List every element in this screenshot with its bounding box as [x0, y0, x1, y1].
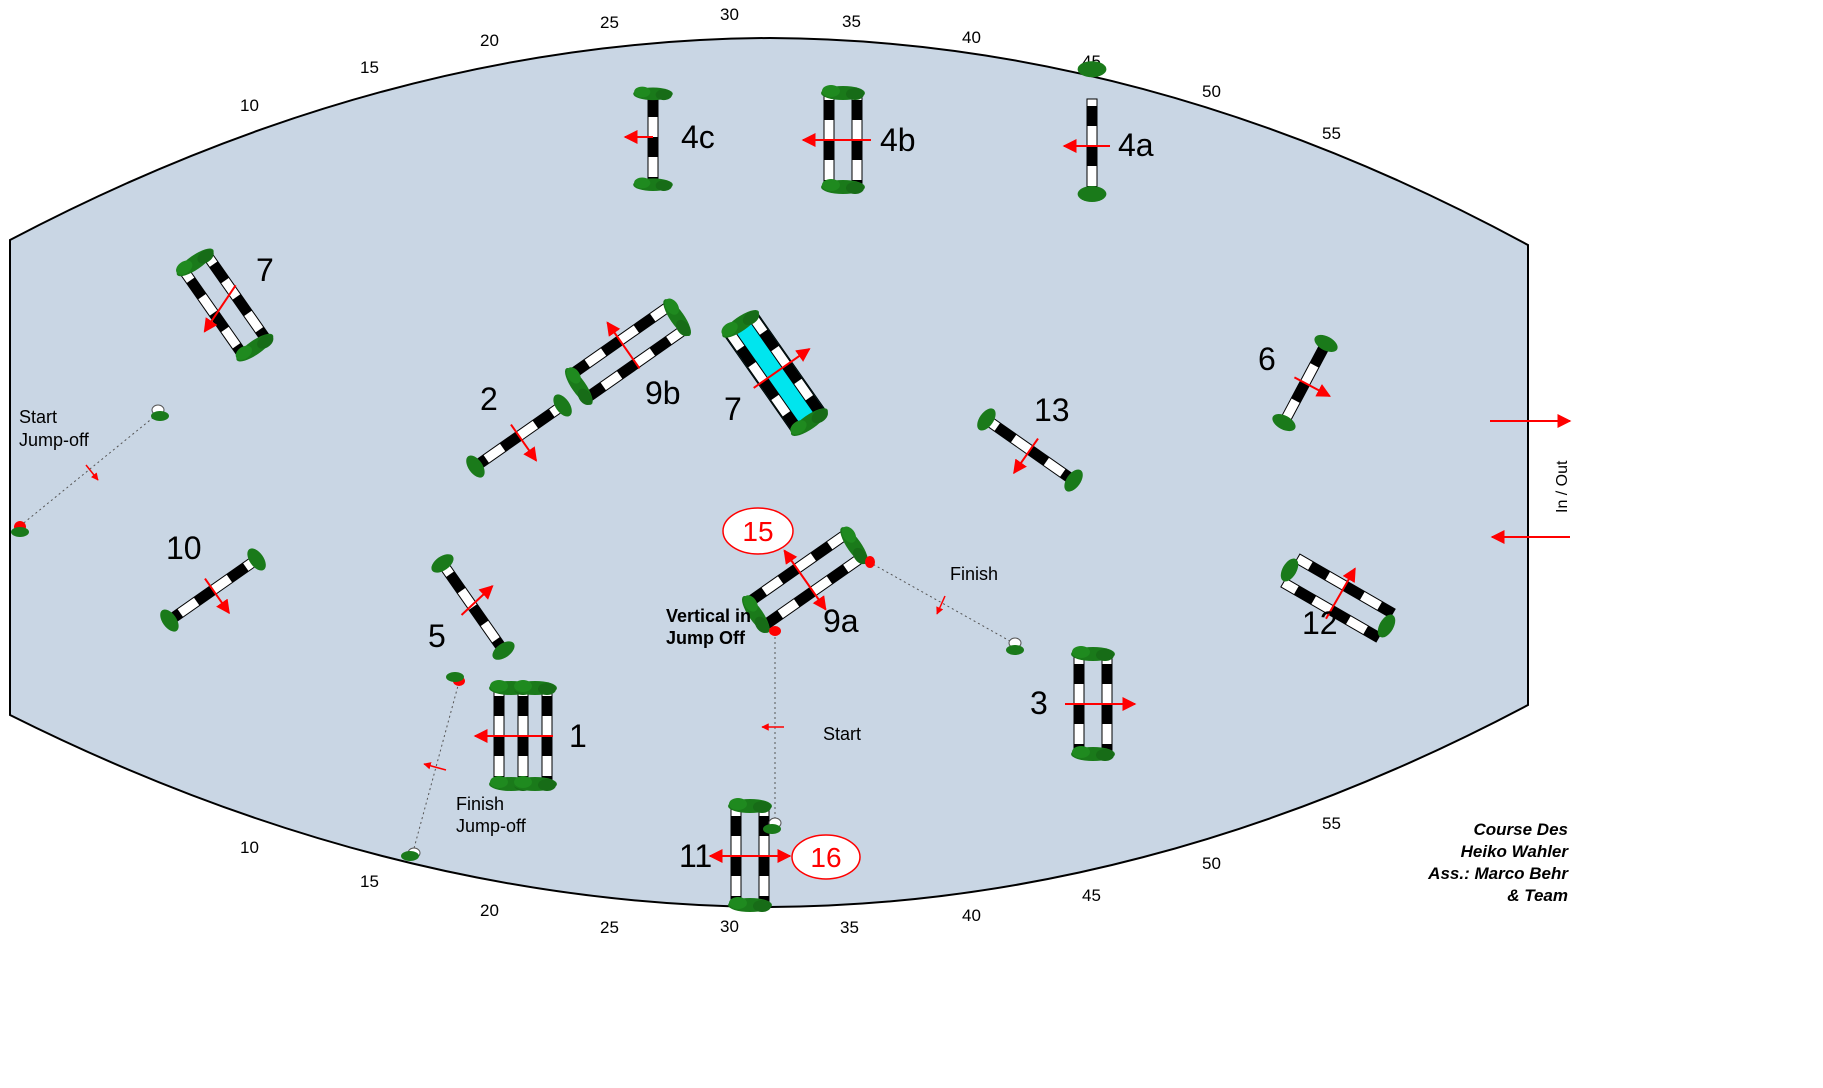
course-credits: Course Des Heiko Wahler Ass.: Marco Behr… — [1427, 820, 1569, 905]
badge-15-label: 15 — [742, 516, 773, 547]
scale-top-20: 20 — [480, 31, 499, 50]
fence-5 — [172, 243, 277, 366]
fence-10 — [156, 545, 270, 635]
scale-bottom-10: 10 — [240, 838, 259, 857]
fence-7 — [717, 304, 832, 441]
scale-bottom-30: 30 — [720, 917, 739, 936]
scale-bottom-15: 15 — [360, 872, 379, 891]
fence-label-7: 7 — [724, 391, 742, 427]
fence-12-arrow — [1325, 567, 1356, 620]
fence-label-4a: 4a — [1118, 127, 1154, 163]
fence-label-6: 5 — [428, 618, 446, 654]
fence-label-9a: 9a — [823, 603, 859, 639]
fence-12 — [1277, 553, 1399, 643]
scale-bottom-35: 35 — [840, 918, 859, 937]
scale-top-25: 25 — [600, 13, 619, 32]
vertical-jumpoff-line1: Vertical in — [666, 606, 751, 626]
start-jumpoff-line1: Start — [19, 407, 57, 427]
fence-9a — [737, 522, 874, 637]
scale-top-40: 40 — [962, 28, 981, 47]
fence-label-3: 3 — [1030, 685, 1048, 721]
scale-bottom-25: 25 — [600, 918, 619, 937]
vertical-jumpoff-line2: Jump Off — [666, 628, 746, 648]
fence-9a-arrow — [783, 549, 827, 611]
badge-16-label: 16 — [810, 842, 841, 873]
start-jumpoff-line2: Jump-off — [19, 430, 90, 450]
bottom-scale: 10 15 20 25 30 35 40 45 50 55 — [240, 814, 1341, 937]
credit-line3: Ass.: Marco Behr — [1427, 864, 1569, 883]
scale-bottom-40: 40 — [962, 906, 981, 925]
scale-top-50: 50 — [1202, 82, 1221, 101]
fence-label-5: 7 — [256, 252, 274, 288]
start-finish-lines — [11, 404, 1024, 861]
fence-4b — [801, 85, 871, 194]
credit-line1: Course Des — [1474, 820, 1568, 839]
fence-7-arrow — [753, 348, 811, 389]
fence-8-arrow — [1293, 376, 1331, 398]
arena-outline — [9, 36, 1529, 909]
credit-line2: Heiko Wahler — [1461, 842, 1570, 861]
fence-label-1: 1 — [569, 718, 587, 754]
fence-label-13: 13 — [1034, 392, 1070, 428]
scale-top-55: 55 — [1322, 124, 1341, 143]
fence-11 — [708, 798, 792, 912]
fence-1 — [473, 680, 557, 791]
fence-label-8: 6 — [1258, 341, 1276, 377]
fence-4a — [1062, 61, 1110, 202]
fence-label-9b: 9b — [645, 375, 681, 411]
entrance: In / Out — [1490, 414, 1572, 544]
finish-jumpoff-line2: Jump-off — [456, 816, 527, 836]
fence-label-4c: 4c — [681, 119, 715, 155]
credit-line4: & Team — [1507, 886, 1568, 905]
fence-6-arrow — [460, 585, 494, 616]
fence-label-10: 10 — [166, 530, 202, 566]
fence-label-4b: 4b — [880, 122, 916, 158]
fence-5-arrow — [203, 284, 237, 333]
start-label: Start — [823, 724, 861, 744]
fence-label-2: 2 — [480, 381, 498, 417]
finish-jumpoff-line1: Finish — [456, 794, 504, 814]
fence-label-12: 12 — [1302, 605, 1338, 641]
badge-16: 16 — [791, 834, 861, 880]
fence-10-arrow — [204, 577, 230, 615]
fence-label-11: 11 — [679, 838, 712, 874]
fence-9b-arrow — [606, 321, 641, 369]
finish-label: Finish — [950, 564, 998, 584]
finish-flag-red — [865, 556, 875, 568]
fence-2 — [462, 391, 576, 481]
fence-2-arrow — [510, 423, 538, 462]
scale-bottom-20: 20 — [480, 901, 499, 920]
fence-6 — [428, 550, 518, 664]
fence-9b — [560, 294, 697, 409]
fence-8 — [1269, 331, 1341, 435]
scale-top-10: 10 — [240, 96, 259, 115]
scale-top-30: 30 — [720, 5, 739, 24]
fence-13-arrow — [1013, 437, 1039, 475]
fence-13 — [973, 405, 1087, 495]
fence-3 — [1065, 646, 1137, 761]
scale-bottom-50: 50 — [1202, 854, 1221, 873]
fence-4c — [623, 86, 673, 191]
scale-bottom-55: 55 — [1322, 814, 1341, 833]
badge-15: 15 — [722, 507, 794, 555]
scale-bottom-45: 45 — [1082, 886, 1101, 905]
scale-top-15: 15 — [360, 58, 379, 77]
scale-top-35: 35 — [842, 12, 861, 31]
entrance-label: In / Out — [1554, 460, 1571, 513]
start-flag-red — [769, 626, 781, 636]
